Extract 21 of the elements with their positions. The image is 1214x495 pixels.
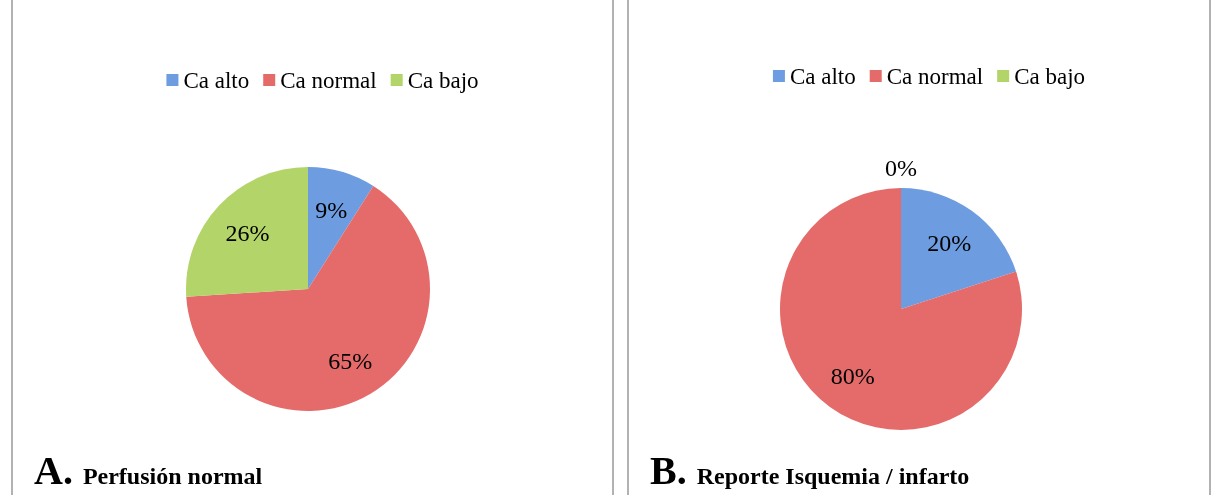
- legend-label: Ca alto: [789, 64, 856, 90]
- legend-label: Ca alto: [183, 68, 250, 94]
- text: A.: [34, 448, 83, 493]
- pie-slice: [308, 167, 374, 289]
- text: Perfusión normal: [82, 463, 263, 489]
- data-label: 9%: [315, 196, 348, 223]
- text: Reporte Isquemia / infarto: [696, 463, 970, 489]
- data-label: 20%: [927, 229, 972, 256]
- pie-slice: [186, 185, 430, 411]
- pie-slice: [186, 167, 308, 297]
- data-label: 26%: [225, 219, 270, 246]
- legend-label: Ca bajo: [407, 68, 479, 94]
- data-label: 65%: [328, 347, 373, 374]
- pie-slice: [901, 188, 1017, 309]
- text: B.: [650, 448, 697, 493]
- data-label: 80%: [830, 362, 875, 389]
- text: 0%: [885, 155, 917, 182]
- legend-label: Ca normal: [280, 68, 377, 94]
- legend-label: Ca bajo: [1014, 64, 1086, 90]
- pie-slice: [780, 188, 1022, 430]
- legend-label: Ca normal: [886, 64, 984, 90]
